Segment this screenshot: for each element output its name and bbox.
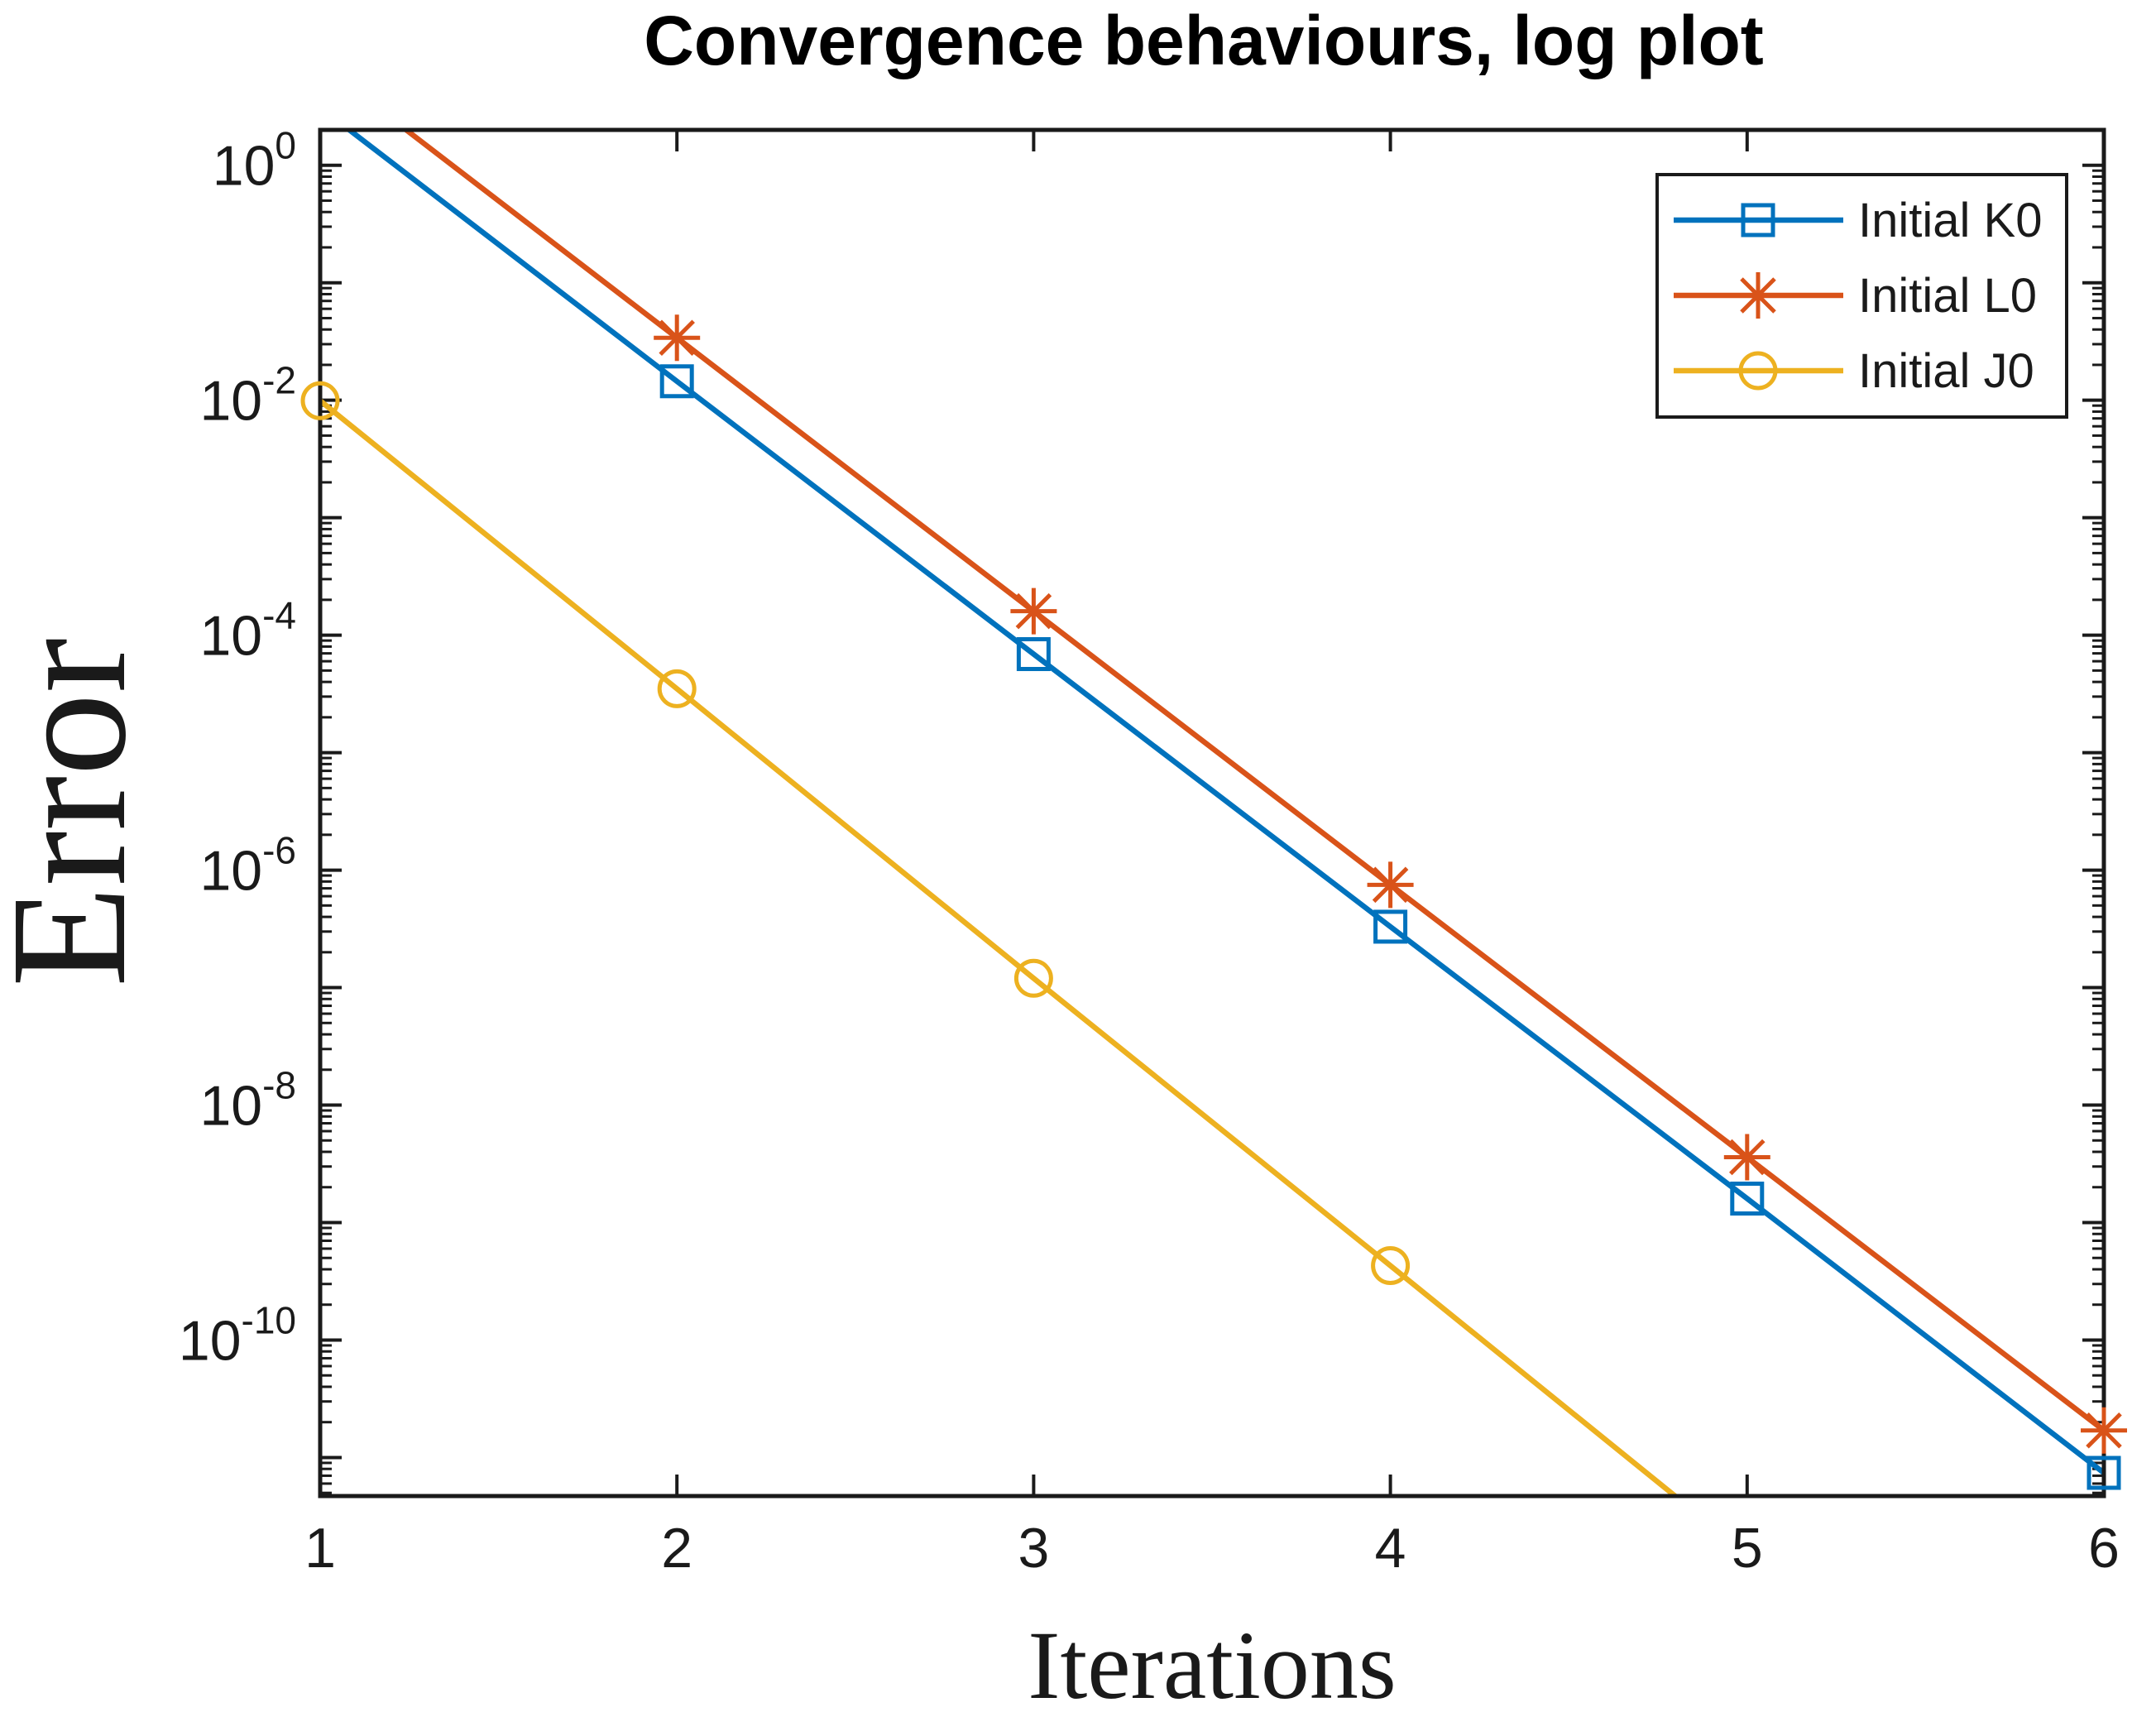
series-line-initial-l0 <box>401 130 2104 1433</box>
marker-initial-l0 <box>2081 1407 2127 1454</box>
x-axis-label: Iterations <box>1028 1611 1397 1719</box>
chart-title: Convergence behaviours, log plot <box>644 2 1764 79</box>
marker-initial-j0 <box>300 381 340 420</box>
x-tick-label: 1 <box>304 1517 336 1580</box>
y-tick-label: 10-6 <box>199 829 296 903</box>
marker-initial-k0 <box>659 364 694 399</box>
legend-square-icon <box>1741 203 1775 237</box>
plot-box-spine <box>318 127 2106 1499</box>
y-tick-label: 10-2 <box>199 359 296 433</box>
marker-initial-l0 <box>654 314 701 362</box>
legend: Initial K0 Initial L0 Initial J0 <box>1655 173 2068 419</box>
y-tick-label: 10-10 <box>179 1298 296 1372</box>
y-tick-label: 10-8 <box>199 1064 296 1138</box>
marker-initial-l0 <box>1723 1134 1770 1181</box>
x-tick-label: 6 <box>2088 1517 2120 1580</box>
x-tick-label: 4 <box>1375 1517 1406 1580</box>
tick-labels: 1 2 3 4 5 6 100 10-2 10-4 10-6 10-8 10-10 <box>179 124 2120 1580</box>
x-tick-label: 2 <box>661 1517 692 1580</box>
legend-label-initial-l0: Initial L0 <box>1858 269 2037 323</box>
legend-label-initial-k0: Initial K0 <box>1858 194 2042 247</box>
marker-initial-k0 <box>1373 909 1408 944</box>
marker-initial-l0 <box>1367 861 1414 909</box>
y-axis-label: Error <box>0 638 161 987</box>
legend-circle-icon <box>1738 351 1778 391</box>
legend-label-initial-j0: Initial J0 <box>1858 344 2034 398</box>
marker-initial-k0 <box>1730 1182 1765 1216</box>
marker-initial-k0 <box>1016 637 1051 672</box>
series-markers <box>300 314 2127 1490</box>
series-line-initial-j0 <box>320 398 1679 1496</box>
legend-asterisk-icon <box>1735 272 1781 319</box>
marker-initial-j0 <box>657 669 697 708</box>
y-tick-label: 100 <box>213 124 296 198</box>
series-lines <box>320 130 2104 1496</box>
marker-initial-j0 <box>1013 958 1053 998</box>
y-tick-label: 10-4 <box>199 594 296 668</box>
marker-initial-k0 <box>2087 1455 2121 1490</box>
x-tick-label: 5 <box>1732 1517 1763 1580</box>
series-line-initial-k0 <box>344 130 2104 1475</box>
x-tick-label: 3 <box>1018 1517 1049 1580</box>
marker-initial-j0 <box>1371 1246 1411 1286</box>
marker-initial-l0 <box>1010 587 1057 635</box>
